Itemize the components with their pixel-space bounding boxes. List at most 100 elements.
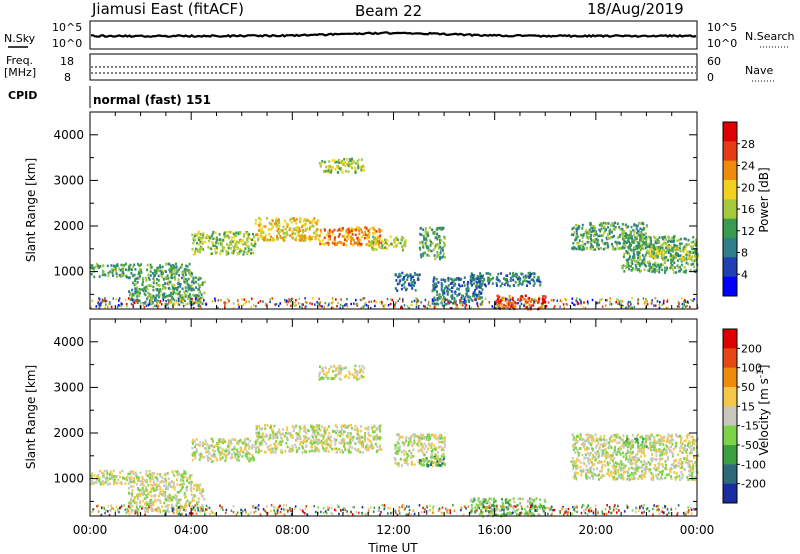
data-cell <box>374 242 377 246</box>
data-cell <box>396 433 399 436</box>
data-cell <box>339 441 342 445</box>
data-cell <box>200 306 202 310</box>
data-cell <box>503 505 506 509</box>
data-cell <box>175 265 178 269</box>
data-cell <box>554 305 556 308</box>
data-cell <box>195 448 198 451</box>
data-cell <box>435 285 438 288</box>
data-cell <box>220 299 222 302</box>
data-cell <box>675 252 678 255</box>
data-cell <box>596 302 598 305</box>
data-cell <box>103 299 106 302</box>
data-cell <box>575 229 578 233</box>
data-cell <box>100 303 102 307</box>
data-cell <box>176 495 179 498</box>
data-cell <box>428 442 430 445</box>
data-cell <box>669 264 672 267</box>
data-cell <box>241 242 244 246</box>
data-cell <box>378 235 381 239</box>
data-cell <box>666 300 669 303</box>
data-cell <box>513 500 516 504</box>
data-cell <box>285 442 288 445</box>
data-cell <box>446 287 449 290</box>
data-cell <box>366 443 369 446</box>
power-ylabel: Slant Range [km] <box>24 158 38 262</box>
data-cell <box>417 299 419 302</box>
data-cell <box>441 227 444 231</box>
data-cell <box>344 448 347 452</box>
data-cell <box>233 239 236 243</box>
data-cell <box>497 295 500 299</box>
data-cell <box>625 266 628 270</box>
data-cell <box>295 299 297 302</box>
data-cell <box>423 447 426 451</box>
data-cell <box>327 435 330 438</box>
data-cell <box>160 273 163 277</box>
data-cell <box>281 236 284 240</box>
data-cell <box>643 233 646 237</box>
data-cell <box>410 460 413 464</box>
data-cell <box>370 440 372 443</box>
data-cell <box>190 301 193 304</box>
data-cell <box>194 452 197 456</box>
data-cell <box>328 160 331 163</box>
data-cell <box>220 240 223 243</box>
data-cell <box>349 432 352 435</box>
data-cell <box>422 252 425 255</box>
data-cell <box>589 245 592 249</box>
data-cell <box>186 499 189 503</box>
data-cell <box>275 447 278 451</box>
data-cell <box>401 464 403 467</box>
data-cell <box>339 378 342 381</box>
data-cell <box>146 503 148 506</box>
data-cell <box>434 457 436 460</box>
data-cell <box>284 235 287 239</box>
data-cell <box>409 284 412 287</box>
data-cell <box>354 364 357 368</box>
data-cell <box>490 505 493 509</box>
data-cell <box>530 272 533 276</box>
data-cell <box>325 169 328 173</box>
data-cell <box>196 487 199 490</box>
data-cell <box>261 442 263 445</box>
data-cell <box>216 448 219 451</box>
data-cell <box>437 435 440 439</box>
data-cell <box>195 247 197 251</box>
data-cell <box>295 439 298 442</box>
data-cell <box>195 280 197 284</box>
data-cell <box>174 493 177 497</box>
data-cell <box>406 273 409 277</box>
data-cell <box>290 217 293 220</box>
data-cell <box>139 505 142 508</box>
data-cell <box>261 434 264 437</box>
data-cell <box>626 233 628 237</box>
data-cell <box>203 291 206 295</box>
data-cell <box>339 303 342 307</box>
data-cell <box>491 282 494 285</box>
data-cell <box>666 266 668 270</box>
data-cell <box>582 243 585 247</box>
data-cell <box>152 285 155 289</box>
data-cell <box>658 268 661 271</box>
data-cell <box>481 303 484 306</box>
data-cell <box>676 248 679 251</box>
data-cell <box>215 444 218 448</box>
data-cell <box>475 503 478 506</box>
data-cell <box>217 449 220 453</box>
data-cell <box>180 265 183 268</box>
data-cell <box>285 299 288 302</box>
data-cell <box>409 273 412 277</box>
data-cell <box>327 164 330 168</box>
data-cell <box>313 433 316 436</box>
data-cell <box>377 437 380 440</box>
data-cell <box>444 237 446 240</box>
data-cell <box>347 164 350 167</box>
data-cell <box>600 247 602 250</box>
data-cell <box>207 459 210 462</box>
data-cell <box>437 461 440 464</box>
data-cell <box>633 305 636 309</box>
data-cell <box>683 300 686 304</box>
data-cell <box>526 284 528 287</box>
data-cell <box>403 442 406 445</box>
data-cell <box>372 242 375 246</box>
